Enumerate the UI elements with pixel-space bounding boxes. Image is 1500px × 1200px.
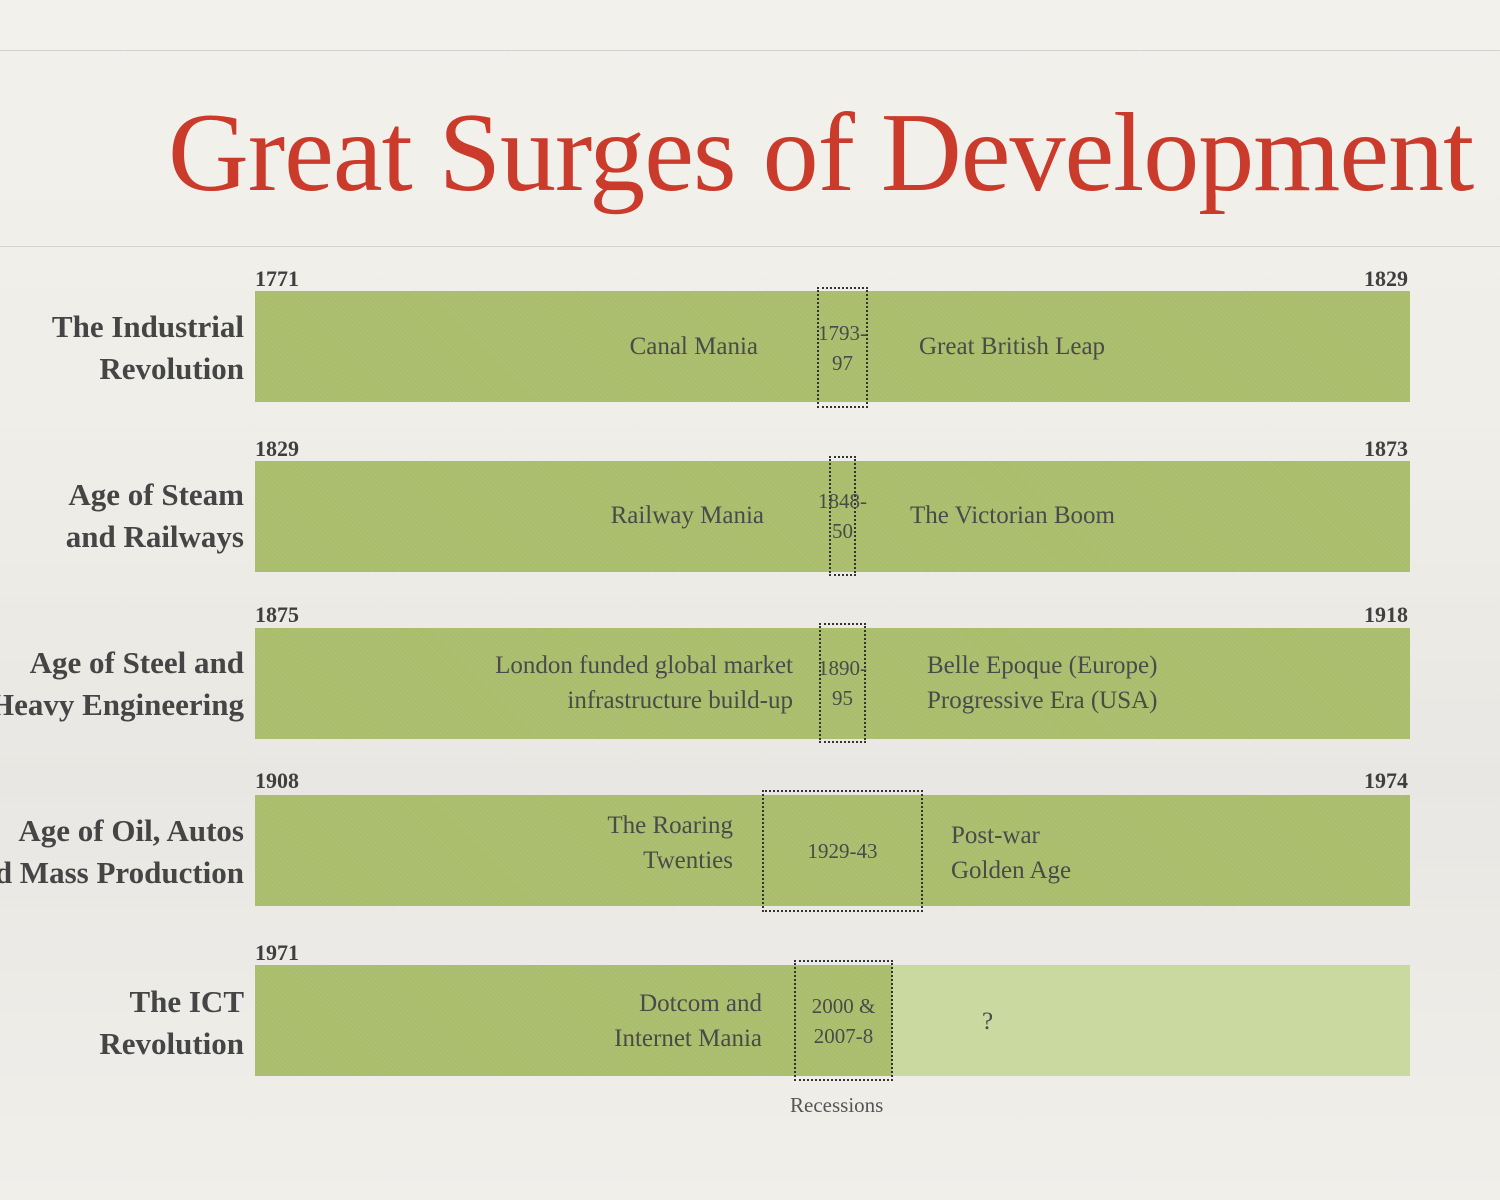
deployment-phase-label: The Victorian Boom (910, 502, 1115, 529)
surge-bar (255, 461, 1410, 572)
end-year: 1829 (1364, 266, 1408, 291)
deployment-phase-label: Great British Leap (919, 333, 1106, 360)
installation-phase-label: Railway Mania (610, 502, 764, 529)
installation-phase-label: Dotcom and Internet Mania (614, 990, 762, 1052)
deployment-phase-label: Post-war Golden Age (951, 822, 1072, 884)
start-year: 1875 (255, 602, 299, 627)
surge-label: Age of Steel and Heavy Engineering (0, 645, 244, 722)
start-year: 1829 (255, 436, 299, 461)
page-title: Great Surges of Development (168, 91, 1474, 215)
end-year: 1873 (1364, 436, 1408, 461)
deployment-phase-label: Belle Epoque (Europe) Progressive Era (U… (927, 652, 1158, 714)
surge-label: The Industrial Revolution (51, 309, 244, 386)
end-year: 1974 (1364, 768, 1408, 793)
top-rule (0, 50, 1500, 51)
start-year: 1771 (255, 266, 299, 291)
recessions-legend: Recessions (790, 1093, 884, 1117)
installation-phase-label: The Roaring Twenties (607, 812, 733, 874)
recession-box: 1793- 97 (817, 287, 868, 408)
start-year: 1971 (255, 940, 299, 965)
surge-label: Age of Oil, Autos and Mass Production (0, 813, 244, 890)
installation-phase-label: Canal Mania (629, 333, 758, 360)
recession-box: 1848- 50 (818, 456, 867, 576)
surge-label: The ICT Revolution (99, 984, 244, 1061)
start-year: 1908 (255, 768, 299, 793)
surge-bar (255, 628, 1410, 739)
title-rule (0, 246, 1500, 247)
future-phase-fill (892, 965, 1410, 1076)
surge-bar (255, 795, 1410, 906)
recession-box: 2000 & 2007-8 (794, 960, 893, 1081)
installation-phase-label: London funded global market infrastructu… (495, 652, 793, 714)
recession-box: 1890- 95 (818, 623, 867, 743)
deployment-phase-label: ? (982, 1008, 994, 1035)
surge-bar (255, 291, 1410, 402)
recession-box: 1929-43 (762, 790, 923, 912)
end-year: 1918 (1364, 602, 1408, 627)
surge-bar (255, 965, 1410, 1076)
surge-label: Age of Steam and Railways (65, 477, 244, 554)
